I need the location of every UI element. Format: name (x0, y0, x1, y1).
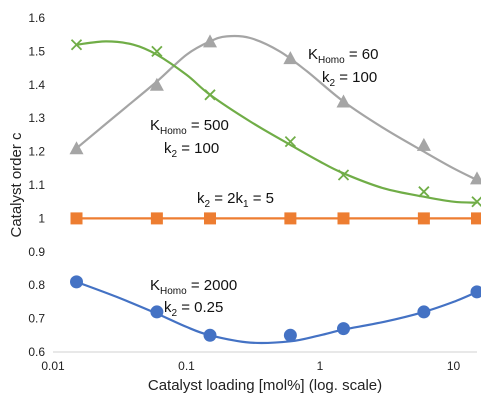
blue-series-point (470, 285, 481, 299)
blue-series-point (70, 275, 84, 289)
y-tick-label: 0.7 (28, 312, 45, 326)
x-mark-stroke (471, 196, 481, 208)
annotation-text: k (197, 190, 205, 207)
annotation-text: K (308, 46, 318, 63)
orange-series-point (284, 212, 297, 225)
subscript: Homo (318, 55, 345, 66)
axes: Catalyst loading [mol%] (log. scale) Cat… (8, 132, 477, 394)
annotation-text: = 100 (177, 140, 219, 157)
annotation-text: = 0.25 (177, 299, 223, 316)
y-tick-label: 1.2 (28, 145, 45, 159)
green-series-curve (76, 40, 478, 204)
subscript: 2 (330, 78, 336, 89)
x-tick-label: 1 (317, 359, 324, 373)
orange-series-point (70, 212, 83, 225)
orange-series-point (417, 212, 430, 225)
y-tick-label: 1.1 (28, 178, 45, 192)
annotation-text: = 100 (335, 69, 377, 86)
subscript: 2 (172, 149, 178, 160)
orange-series-point (150, 212, 163, 225)
gray-series-point (470, 171, 481, 185)
green-series-point (418, 186, 430, 198)
gray-series-point (203, 34, 218, 48)
gray-series-curve (75, 34, 478, 181)
gray-series-point (149, 77, 164, 91)
green-series-point (70, 39, 83, 51)
x-mark-stroke (337, 169, 350, 181)
gray-series-point (69, 141, 84, 155)
blue-series-point (203, 328, 217, 342)
green-series-point (204, 89, 216, 101)
green-series-annotation: KHomo = 500 (150, 117, 229, 137)
x-mark-stroke (418, 186, 430, 198)
y-tick-label: 1.5 (28, 44, 45, 58)
annotation-text: = 500 (187, 117, 229, 134)
x-mark-stroke (284, 135, 297, 148)
subscript: 1 (243, 199, 249, 210)
annotation-text: k (322, 69, 330, 86)
x-tick-labels: 0.01 0.1 1 10 (41, 359, 460, 373)
subscript: 2 (172, 308, 178, 319)
annotation-text: = 2k (210, 190, 243, 207)
annotation-text: k (164, 299, 172, 316)
annotation-text: k (164, 140, 172, 157)
y-tick-label: 0.6 (28, 345, 45, 359)
blue-series-point (150, 305, 164, 319)
y-axis-title: Catalyst order c (8, 132, 25, 238)
x-tick-label: 10 (447, 359, 461, 373)
y-tick-label: 0.8 (28, 278, 45, 292)
green-series-point (284, 135, 297, 148)
annotation-text: = 60 (345, 46, 379, 63)
orange-series-annotation: k2 = 2k1 = 5 (197, 190, 274, 210)
y-tick-label: 1.4 (28, 78, 45, 92)
y-tick-label: 1 (38, 211, 45, 225)
x-mark-stroke (70, 39, 83, 51)
blue-series-annotation: k2 = 0.25 (164, 299, 223, 319)
x-mark-stroke (204, 89, 216, 101)
blue-series-annotation: KHomo = 2000 (150, 277, 237, 297)
gray-series-point (416, 137, 431, 151)
annotation-text: = 5 (249, 190, 274, 207)
y-tick-label: 1.6 (28, 11, 45, 25)
subscript: Homo (160, 126, 187, 137)
x-axis-title: Catalyst loading [mol%] (log. scale) (148, 377, 382, 394)
annotation-text: K (150, 117, 160, 134)
orange-series-point (471, 212, 481, 225)
x-mark-stroke (151, 45, 163, 58)
annotation-text: = 2000 (187, 277, 237, 294)
annotation-text: K (150, 277, 160, 294)
x-tick-label: 0.1 (178, 359, 195, 373)
y-tick-labels: 0.6 0.7 0.8 0.9 1 1.1 1.2 1.3 1.4 1.5 1.6 (28, 11, 45, 359)
gray-series-point (336, 94, 351, 108)
y-tick-label: 1.3 (28, 111, 45, 125)
series-markers (69, 34, 481, 342)
subscript: Homo (160, 286, 187, 297)
gray-series-point (283, 51, 298, 65)
series-curves (75, 34, 478, 345)
blue-series-point (337, 322, 351, 336)
green-series-point (151, 45, 163, 58)
subscript: 2 (205, 199, 211, 210)
blue-series-point (283, 328, 297, 342)
gray-series-annotation: k2 = 100 (322, 69, 377, 89)
x-tick-label: 0.01 (41, 359, 65, 373)
gray-series-annotation: KHomo = 60 (308, 46, 378, 66)
orange-series-point (204, 212, 217, 225)
blue-series-point (417, 305, 431, 319)
green-series-point (471, 196, 481, 208)
green-series-annotation: k2 = 100 (164, 140, 219, 160)
blue-series-curve (76, 280, 478, 345)
green-series-point (337, 169, 350, 181)
y-tick-label: 0.9 (28, 245, 45, 259)
orange-series-point (337, 212, 350, 225)
